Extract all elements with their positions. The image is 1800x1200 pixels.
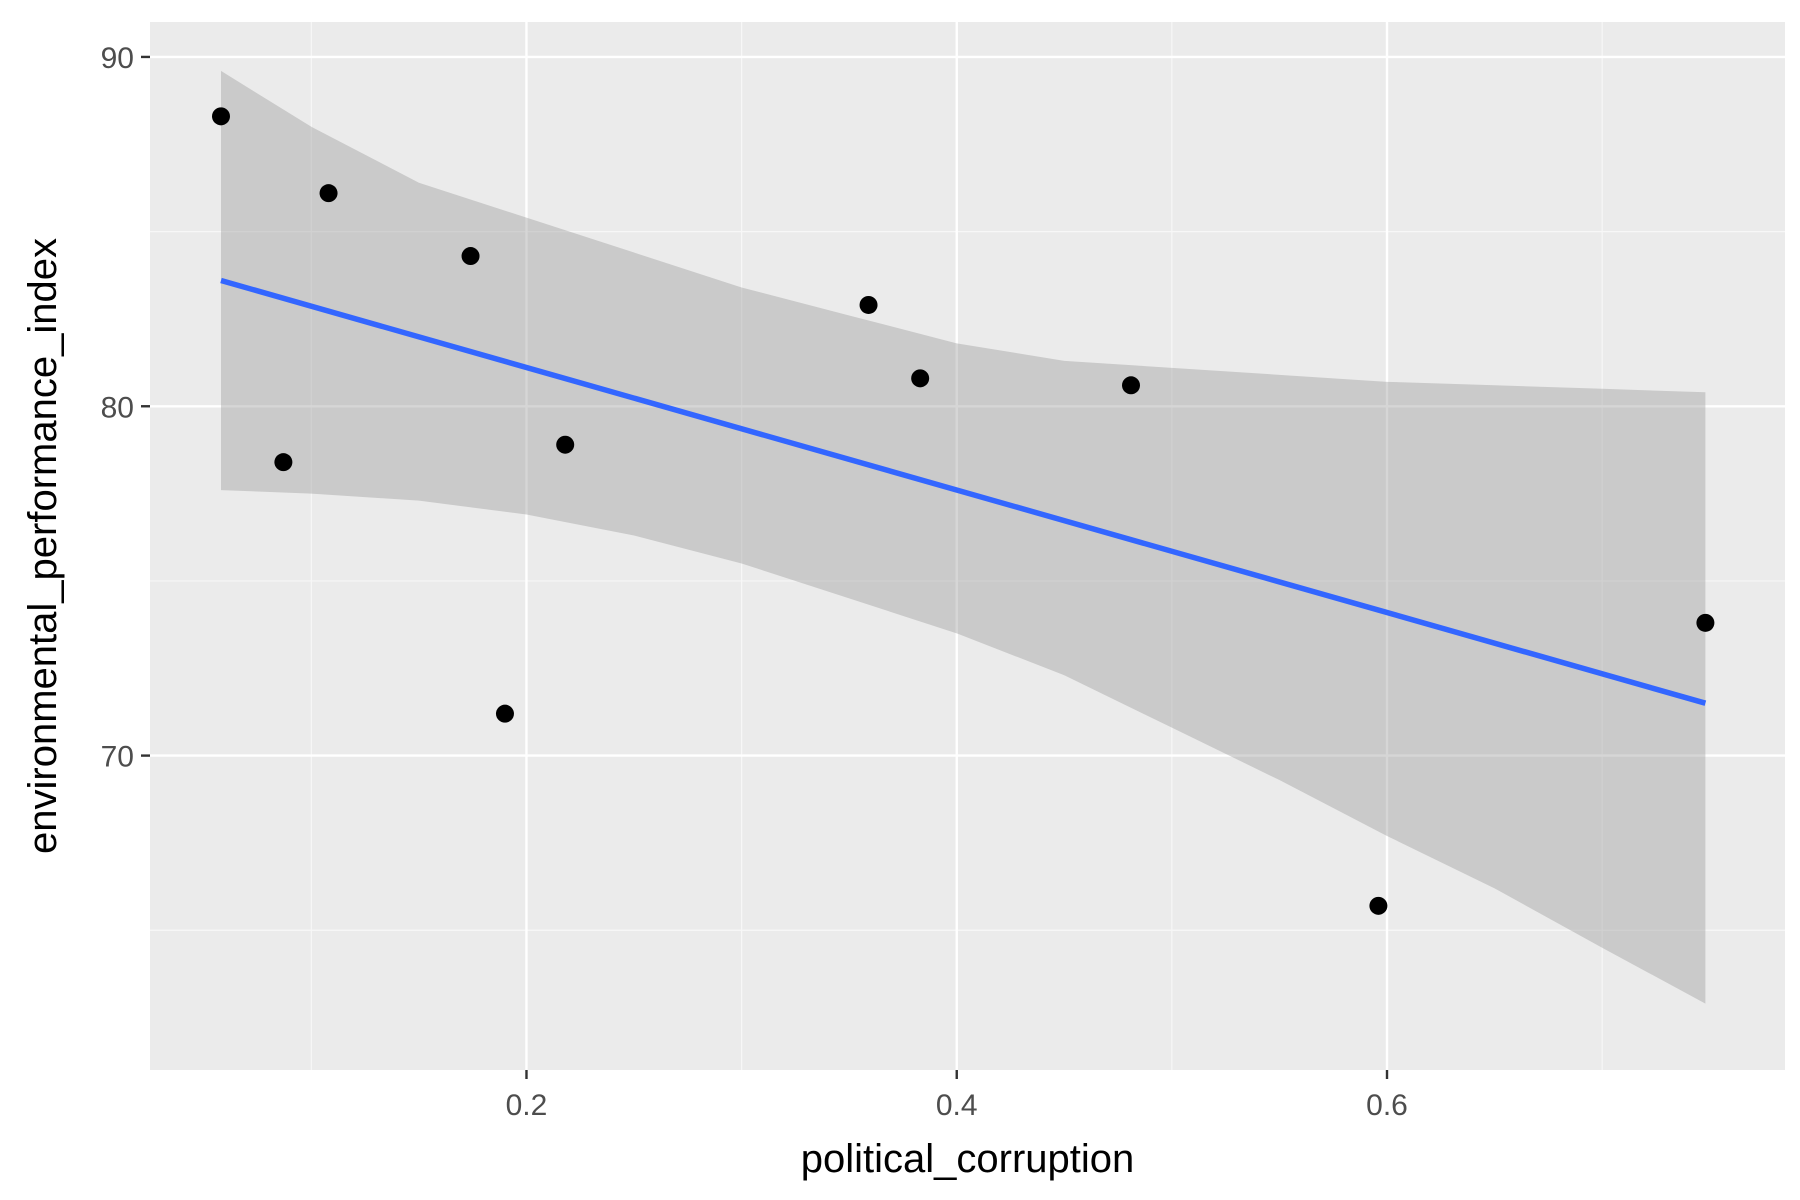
y-tick-label: 70: [101, 741, 134, 774]
data-point: [556, 435, 575, 454]
data-point: [461, 247, 480, 266]
data-point: [495, 704, 514, 723]
plot-panel: [150, 22, 1785, 1070]
data-points: [211, 107, 1715, 915]
data-point: [1696, 613, 1715, 632]
y-tick-label: 90: [101, 42, 134, 75]
data-point: [1122, 376, 1140, 395]
major-gridlines: [150, 22, 1785, 1070]
x-tick-label: 0.4: [936, 1089, 978, 1122]
x-tick-label: 0.2: [506, 1089, 548, 1122]
regression-line: [220, 277, 1707, 706]
confidence-band: [220, 70, 1706, 1004]
data-point: [911, 369, 930, 388]
x-axis: 0.2 0.4 0.6: [506, 1070, 1408, 1122]
data-point: [319, 184, 338, 203]
y-axis: 70 80 90: [101, 42, 150, 774]
data-point: [1369, 896, 1388, 915]
x-axis-title: political_corruption: [801, 1137, 1135, 1181]
y-axis-title: environmental_performance_index: [21, 238, 65, 854]
data-point: [274, 453, 293, 472]
x-tick-label: 0.6: [1366, 1089, 1408, 1122]
data-point: [211, 107, 230, 126]
data-point: [859, 295, 878, 314]
y-tick-label: 80: [101, 391, 134, 424]
minor-gridlines: [150, 22, 1785, 1070]
